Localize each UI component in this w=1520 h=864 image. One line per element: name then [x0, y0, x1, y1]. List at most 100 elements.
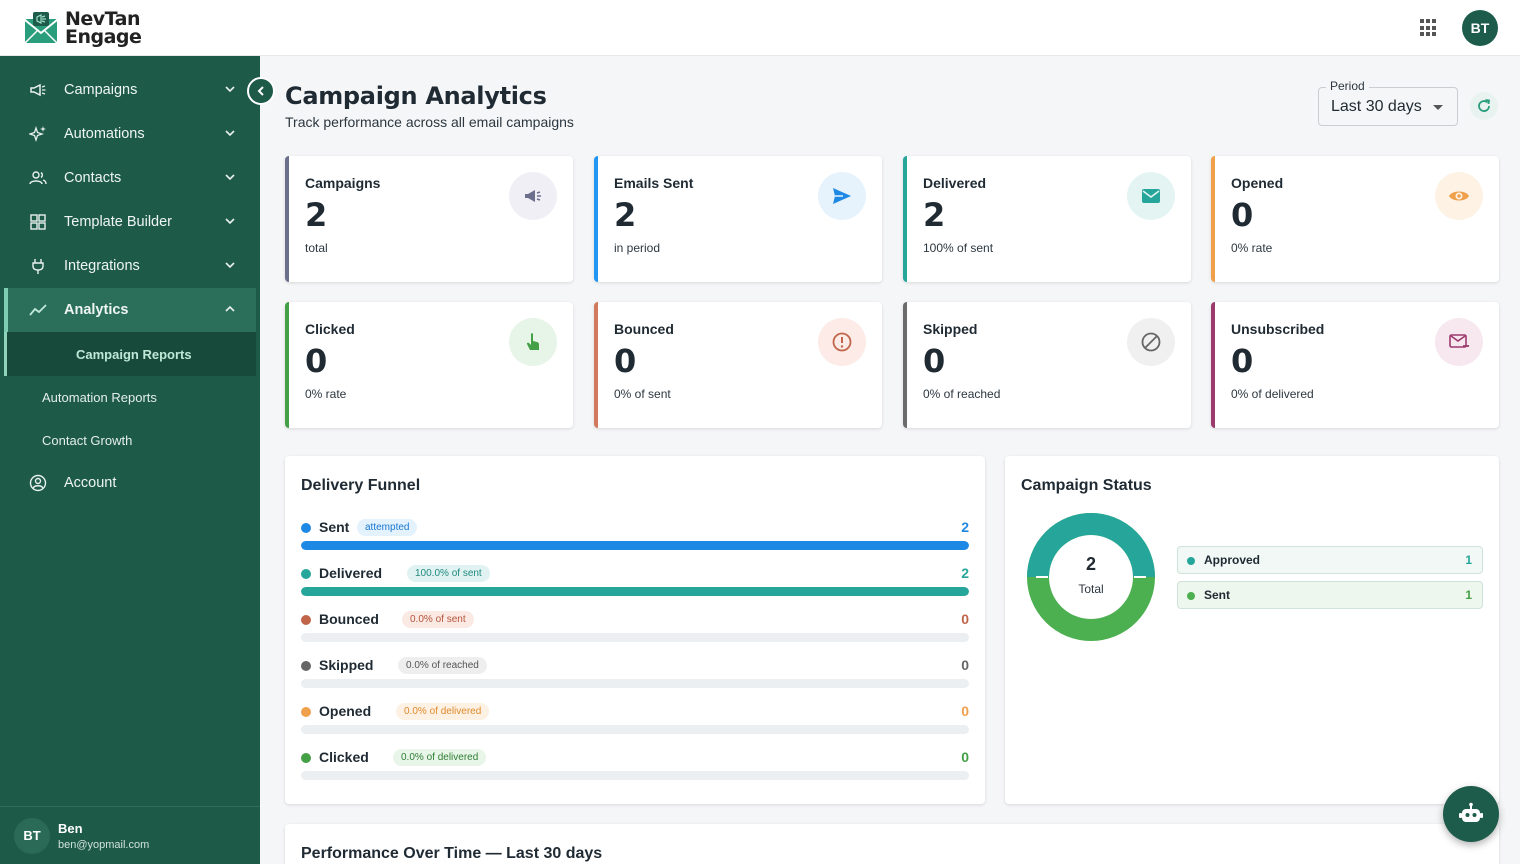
sparkle-icon [28, 124, 48, 144]
top-bar: NevTan Engage BT [0, 0, 1520, 56]
stat-card-opened: Opened 0 0% rate [1211, 156, 1499, 282]
funnel-row-sent: Sent attempted 2 [301, 517, 969, 557]
legend-count: 1 [1465, 553, 1472, 567]
legend-label: Sent [1204, 588, 1231, 602]
sidebar-item-automations[interactable]: Automations [0, 112, 256, 156]
funnel-label: Opened [319, 703, 372, 719]
user-email: ben@yopmail.com [58, 838, 150, 851]
user-name: Ben [58, 820, 83, 836]
app-name: NevTan Engage [65, 8, 142, 47]
status-donut-chart [1027, 513, 1155, 641]
period-select[interactable]: Last 30 days [1318, 87, 1458, 126]
stat-sub: total [305, 241, 328, 255]
trend-icon [28, 300, 48, 320]
sidebar-item-contacts[interactable]: Contacts [0, 156, 256, 200]
funnel-row-clicked: Clicked 0.0% of delivered 0 [301, 747, 969, 787]
sidebar-item-template-builder[interactable]: Template Builder [0, 200, 256, 244]
stat-value: 0 [1231, 196, 1254, 234]
account-circle-icon [28, 473, 48, 493]
user-avatar[interactable]: BT [1462, 10, 1498, 46]
funnel-count: 0 [961, 749, 969, 765]
panel-title: Delivery Funnel [301, 477, 421, 494]
avatar: BT [14, 817, 50, 854]
sidebar-item-analytics[interactable]: Analytics [4, 288, 256, 332]
stat-card-delivered: Delivered 2 100% of sent [903, 156, 1191, 282]
funnel-count: 2 [961, 565, 969, 581]
send-icon [818, 172, 866, 220]
stat-value: 0 [923, 342, 946, 380]
sidebar-subitem-campaign-reports[interactable]: Campaign Reports [4, 332, 256, 376]
block-icon [1127, 318, 1175, 366]
stat-value: 0 [1231, 342, 1254, 380]
sidebar-subitem-automation-reports[interactable]: Automation Reports [42, 389, 157, 405]
logo-envelope-icon [24, 11, 58, 45]
stat-title: Campaigns [305, 175, 381, 191]
refresh-button[interactable] [1470, 92, 1498, 120]
delivery-funnel-panel: Delivery Funnel Sent attempted 2 Deliver… [285, 456, 985, 804]
chevron-down-icon [224, 214, 236, 232]
chevron-down-icon [224, 82, 236, 100]
stat-sub: 0% rate [305, 387, 347, 401]
grid-icon [28, 212, 48, 232]
stat-card-unsubscribed: Unsubscribed 0 0% of delivered [1211, 302, 1499, 428]
app-logo[interactable]: NevTan Engage [24, 8, 142, 47]
stat-title: Skipped [923, 321, 978, 337]
stat-value: 2 [614, 196, 637, 234]
stat-sub: 0% of reached [923, 387, 1001, 401]
period-value: Last 30 days [1331, 98, 1422, 115]
chat-assistant-button[interactable] [1443, 786, 1499, 842]
status-dot [301, 661, 311, 671]
sidebar-item-account[interactable]: Account [0, 461, 256, 505]
progress-track [301, 633, 969, 642]
stat-value: 2 [923, 196, 946, 234]
megaphone-icon [28, 80, 48, 100]
alert-icon [818, 318, 866, 366]
stat-sub: 0% of delivered [1231, 387, 1314, 401]
caret-down-icon [1433, 105, 1443, 110]
performance-panel: Performance Over Time — Last 30 days [285, 824, 1499, 864]
funnel-row-bounced: Bounced 0.0% of sent 0 [301, 609, 969, 649]
funnel-row-delivered: Delivered 100.0% of sent 2 [301, 563, 969, 603]
funnel-count: 2 [961, 519, 969, 535]
sidebar-subitem-contact-growth[interactable]: Contact Growth [42, 432, 133, 448]
sidebar: Campaigns Automations Contacts Template … [0, 56, 260, 864]
legend-count: 1 [1465, 588, 1472, 602]
sidebar-item-label: Automations [64, 126, 145, 142]
stat-title: Bounced [614, 321, 674, 337]
chevron-up-icon [224, 302, 236, 320]
stat-value: 0 [305, 342, 328, 380]
eye-icon [1435, 172, 1483, 220]
stat-sub: in period [614, 241, 661, 255]
funnel-chip: 0.0% of reached [398, 657, 487, 674]
progress-fill [301, 541, 969, 550]
chevron-down-icon [224, 258, 236, 276]
funnel-chip: 0.0% of sent [402, 611, 474, 628]
legend-item-sent: Sent 1 [1177, 581, 1483, 609]
status-dot [301, 569, 311, 579]
stat-sub: 0% of sent [614, 387, 671, 401]
sidebar-item-label: Contacts [64, 170, 122, 186]
funnel-label: Skipped [319, 657, 374, 673]
status-dot [1187, 557, 1195, 565]
sidebar-item-integrations[interactable]: Integrations [0, 244, 256, 288]
stat-card-skipped: Skipped 0 0% of reached [903, 302, 1191, 428]
apps-grid-icon[interactable] [1417, 17, 1439, 39]
sidebar-item-campaigns[interactable]: Campaigns [0, 68, 256, 112]
status-dot [301, 753, 311, 763]
funnel-label: Clicked [319, 749, 369, 765]
plug-icon [28, 256, 48, 276]
robot-icon [1459, 802, 1483, 822]
sidebar-item-label: Integrations [64, 258, 140, 274]
pointer-icon [509, 318, 557, 366]
status-dot [301, 615, 311, 625]
stat-title: Clicked [305, 321, 355, 337]
sidebar-user-profile[interactable]: BT Ben ben@yopmail.com [0, 806, 260, 864]
app-name-line1: NevTan [65, 8, 141, 30]
donut-total-value: 2 [1085, 554, 1096, 574]
stat-card-clicked: Clicked 0 0% rate [285, 302, 573, 428]
stat-title: Opened [1231, 175, 1284, 191]
page-subtitle: Track performance across all email campa… [285, 114, 574, 130]
status-dot [301, 707, 311, 717]
sidebar-collapse-button[interactable] [247, 77, 275, 105]
funnel-label: Sent [319, 519, 350, 535]
